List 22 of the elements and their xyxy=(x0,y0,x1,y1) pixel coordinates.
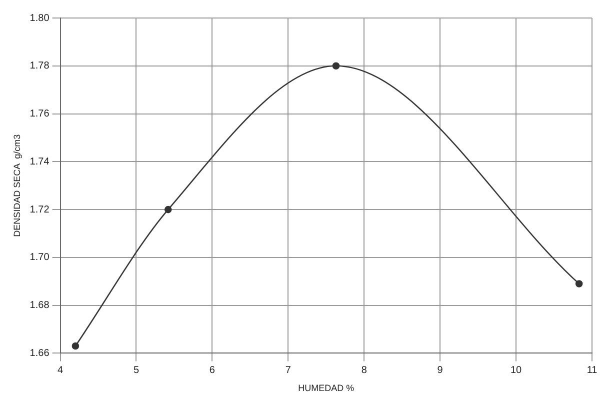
x-tick-label: 5 xyxy=(133,364,140,376)
y-tick-label: 1.80 xyxy=(30,12,50,24)
y-tick-label: 1.74 xyxy=(30,156,50,168)
y-axis-title: DENSIDAD SECA g/cm3 xyxy=(12,134,22,237)
x-tick-label: 7 xyxy=(285,364,292,376)
point xyxy=(72,342,80,350)
x-tick-label: 10 xyxy=(510,364,522,376)
x-axis-title: HUMEDAD % xyxy=(298,383,354,394)
y-tick-label: 1.72 xyxy=(30,204,50,216)
y-tick-label: 1.76 xyxy=(30,108,50,120)
x-tick-label: 4 xyxy=(57,364,64,376)
x-tick-label: 6 xyxy=(209,364,216,376)
x-tick-label: 8 xyxy=(361,364,368,376)
point xyxy=(164,206,172,214)
point xyxy=(332,62,340,70)
x-tick-label: 9 xyxy=(437,364,444,376)
y-tick-label: 1.70 xyxy=(30,252,50,264)
y-tick-label: 1.66 xyxy=(30,348,50,359)
point xyxy=(575,280,583,288)
y-tick-label: 1.68 xyxy=(30,300,50,312)
y-tick-label: 1.78 xyxy=(30,60,50,72)
x-tick-label: 11 xyxy=(586,364,598,376)
